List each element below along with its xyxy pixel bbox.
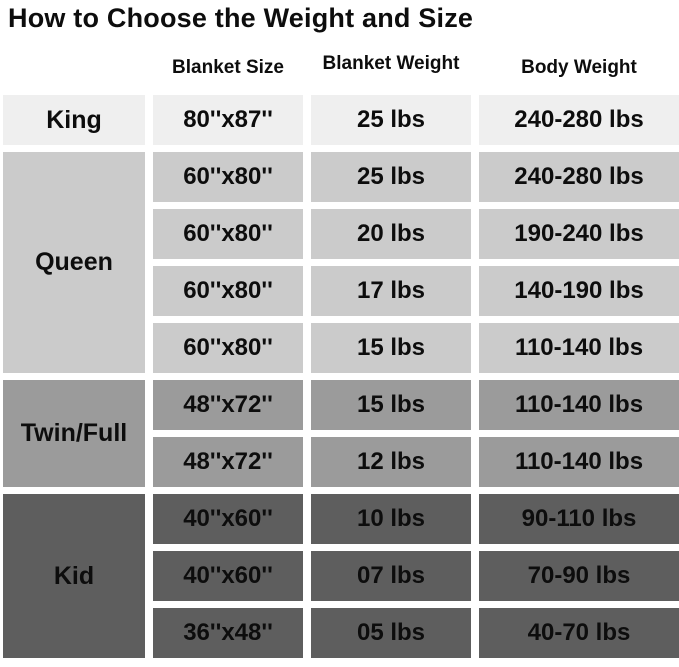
table-row: 48''x72'' 12 lbs 110-140 lbs bbox=[153, 437, 679, 487]
cell-body-weight: 190-240 lbs bbox=[479, 209, 679, 259]
page-title: How to Choose the Weight and Size bbox=[8, 3, 474, 33]
group-rows: 60''x80'' 25 lbs 240-280 lbs 60''x80'' 2… bbox=[153, 152, 679, 373]
cell-blanket-size: 60''x80'' bbox=[153, 152, 303, 202]
cell-body-weight: 110-140 lbs bbox=[479, 323, 679, 373]
table-row: 48''x72'' 15 lbs 110-140 lbs bbox=[153, 380, 679, 430]
group-label-twin-full: Twin/Full bbox=[3, 380, 145, 487]
cell-body-weight: 70-90 lbs bbox=[479, 551, 679, 601]
cell-blanket-size: 40''x60'' bbox=[153, 494, 303, 544]
cell-blanket-weight: 10 lbs bbox=[311, 494, 471, 544]
cell-blanket-size: 80''x87'' bbox=[153, 95, 303, 145]
cell-blanket-size: 36''x48'' bbox=[153, 608, 303, 658]
group-label-king: King bbox=[3, 95, 145, 145]
cell-blanket-weight: 17 lbs bbox=[311, 266, 471, 316]
header-blanket-size: Blanket Size bbox=[172, 57, 284, 78]
group-rows: 80''x87'' 25 lbs 240-280 lbs bbox=[153, 95, 679, 145]
table-row: 80''x87'' 25 lbs 240-280 lbs bbox=[153, 95, 679, 145]
group-label-kid: Kid bbox=[3, 494, 145, 658]
cell-body-weight: 110-140 lbs bbox=[479, 437, 679, 487]
group-rows: 40''x60'' 10 lbs 90-110 lbs 40''x60'' 07… bbox=[153, 494, 679, 658]
table-row: 60''x80'' 15 lbs 110-140 lbs bbox=[153, 323, 679, 373]
cell-blanket-weight: 07 lbs bbox=[311, 551, 471, 601]
header-blanket-weight: Blanket Weight bbox=[322, 53, 460, 74]
cell-body-weight: 40-70 lbs bbox=[479, 608, 679, 658]
cell-blanket-weight: 25 lbs bbox=[311, 152, 471, 202]
cell-body-weight: 90-110 lbs bbox=[479, 494, 679, 544]
table-row: 40''x60'' 10 lbs 90-110 lbs bbox=[153, 494, 679, 544]
group-queen: Queen 60''x80'' 25 lbs 240-280 lbs 60''x… bbox=[3, 152, 679, 373]
group-label-queen: Queen bbox=[3, 152, 145, 373]
header-body-weight: Body Weight bbox=[521, 57, 637, 78]
column-headers: Blanket Size Blanket Weight Body Weight bbox=[0, 53, 679, 81]
cell-blanket-weight: 12 lbs bbox=[311, 437, 471, 487]
cell-blanket-weight: 15 lbs bbox=[311, 380, 471, 430]
table-row: 40''x60'' 07 lbs 70-90 lbs bbox=[153, 551, 679, 601]
group-twin-full: Twin/Full 48''x72'' 15 lbs 110-140 lbs 4… bbox=[3, 380, 679, 487]
table-row: 60''x80'' 17 lbs 140-190 lbs bbox=[153, 266, 679, 316]
cell-blanket-size: 48''x72'' bbox=[153, 380, 303, 430]
cell-blanket-weight: 20 lbs bbox=[311, 209, 471, 259]
size-table: King 80''x87'' 25 lbs 240-280 lbs Queen … bbox=[3, 95, 679, 658]
cell-body-weight: 240-280 lbs bbox=[479, 152, 679, 202]
cell-blanket-weight: 25 lbs bbox=[311, 95, 471, 145]
group-king: King 80''x87'' 25 lbs 240-280 lbs bbox=[3, 95, 679, 145]
cell-blanket-size: 48''x72'' bbox=[153, 437, 303, 487]
cell-body-weight: 140-190 lbs bbox=[479, 266, 679, 316]
table-row: 60''x80'' 25 lbs 240-280 lbs bbox=[153, 152, 679, 202]
group-rows: 48''x72'' 15 lbs 110-140 lbs 48''x72'' 1… bbox=[153, 380, 679, 487]
cell-blanket-size: 60''x80'' bbox=[153, 266, 303, 316]
cell-blanket-weight: 15 lbs bbox=[311, 323, 471, 373]
cell-body-weight: 240-280 lbs bbox=[479, 95, 679, 145]
cell-blanket-size: 60''x80'' bbox=[153, 323, 303, 373]
cell-body-weight: 110-140 lbs bbox=[479, 380, 679, 430]
table-row: 36''x48'' 05 lbs 40-70 lbs bbox=[153, 608, 679, 658]
group-kid: Kid 40''x60'' 10 lbs 90-110 lbs 40''x60'… bbox=[3, 494, 679, 658]
cell-blanket-size: 40''x60'' bbox=[153, 551, 303, 601]
table-row: 60''x80'' 20 lbs 190-240 lbs bbox=[153, 209, 679, 259]
cell-blanket-weight: 05 lbs bbox=[311, 608, 471, 658]
cell-blanket-size: 60''x80'' bbox=[153, 209, 303, 259]
